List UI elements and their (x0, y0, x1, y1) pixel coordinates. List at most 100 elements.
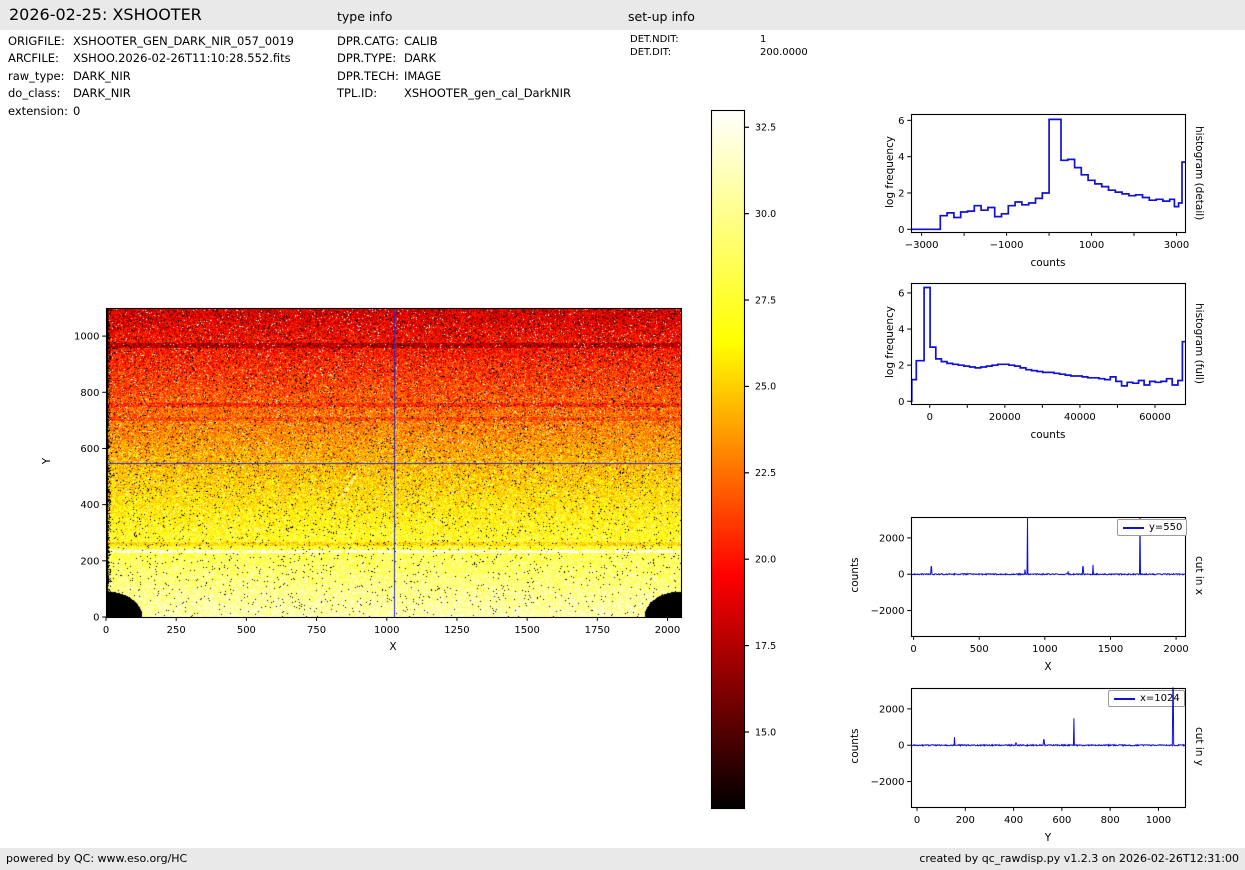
svg-text:2: 2 (898, 361, 904, 372)
svg-text:−2000: −2000 (871, 777, 905, 788)
type-info-row: DPR.TECH: IMAGE (337, 68, 571, 85)
main-yaxis-label: Y (41, 457, 54, 465)
cut-in-x-plot: 0 500 1000 1500 2000 2000 0 −2000 (871, 516, 1189, 655)
setup-info-header: set-up info (628, 9, 695, 24)
meta-value: 200.0000 (760, 47, 808, 58)
cut-in-y-xaxis-label: Y (1044, 832, 1052, 844)
svg-text:0: 0 (927, 412, 933, 423)
svg-text:−3000: −3000 (905, 240, 939, 251)
svg-text:−2000: −2000 (871, 606, 905, 617)
type-info-row: TPL.ID: XSHOOTER_gen_cal_DarkNIR (337, 85, 571, 102)
meta-label: extension: (8, 103, 68, 118)
meta-label: DPR.TECH: (337, 68, 399, 83)
file-info-row: raw_type: DARK_NIR (8, 68, 294, 85)
cut-in-x-right-label: cut in x (1193, 556, 1205, 596)
cut-in-y-right-label: cut in y (1193, 727, 1205, 767)
histogram-full-plot: 0 20000 40000 60000 0 2 4 6 (898, 282, 1187, 423)
svg-text:0: 0 (93, 613, 99, 624)
svg-text:500: 500 (970, 644, 989, 655)
svg-text:27.5: 27.5 (755, 295, 776, 306)
meta-label: ORIGFILE: (8, 34, 65, 48)
hist-detail-xaxis-label: counts (1030, 257, 1066, 269)
svg-text:400: 400 (1004, 815, 1023, 826)
meta-label: DET.NDIT: (630, 34, 679, 45)
footer-bar: powered by QC: www.eso.org/HC created by… (0, 848, 1245, 870)
meta-label: DPR.CATG: (337, 34, 399, 48)
header-bar (0, 0, 1245, 30)
file-info-row: extension: 0 (8, 103, 294, 120)
meta-value: 0 (73, 103, 81, 118)
type-info-block: DPR.CATG: CALIB DPR.TYPE: DARK DPR.TECH: IM… (337, 33, 571, 103)
hist-detail-yaxis-label: log frequency (884, 136, 896, 209)
meta-label: TPL.ID: (337, 86, 378, 101)
svg-text:1000: 1000 (1146, 815, 1171, 826)
meta-label: do_class: (8, 86, 61, 101)
meta-value: XSHOOTER_gen_cal_DarkNIR (404, 86, 571, 101)
svg-text:500: 500 (237, 625, 256, 636)
meta-label: DET.DIT: (630, 47, 672, 58)
svg-text:15.0: 15.0 (755, 727, 776, 738)
main-xaxis-label: X (389, 641, 397, 653)
svg-text:−1000: −1000 (990, 240, 1024, 251)
footer-powered-by: powered by QC: www.eso.org/HC (6, 852, 188, 865)
legend-line-sample-icon (1123, 526, 1144, 529)
svg-text:200: 200 (956, 815, 975, 826)
meta-value: XSHOOTER_GEN_DARK_NIR_057_0019 (73, 34, 294, 48)
file-info-row: ORIGFILE: XSHOOTER_GEN_DARK_NIR_057_0019 (8, 33, 294, 50)
cut-in-x-xaxis-label: X (1044, 661, 1052, 673)
svg-text:40000: 40000 (1064, 412, 1096, 423)
svg-text:6: 6 (898, 116, 904, 127)
svg-text:1000: 1000 (1032, 644, 1057, 655)
histogram-detail-plot: −3000 −1000 1000 3000 0 2 4 6 (898, 113, 1189, 251)
svg-text:4: 4 (898, 152, 904, 163)
file-info-row: do_class: DARK_NIR (8, 85, 294, 102)
svg-text:750: 750 (307, 625, 326, 636)
svg-text:1500: 1500 (514, 625, 539, 636)
svg-text:200: 200 (80, 556, 99, 567)
svg-text:3000: 3000 (1164, 240, 1189, 251)
svg-text:2: 2 (898, 188, 904, 199)
meta-value: CALIB (404, 34, 438, 48)
svg-text:0: 0 (898, 741, 904, 752)
meta-value: 1 (760, 34, 767, 45)
hist-detail-right-label: histogram (detail) (1193, 125, 1205, 221)
svg-text:0: 0 (898, 397, 904, 408)
meta-value: DARK_NIR (73, 68, 131, 83)
cut-in-y-yaxis-label: counts (849, 728, 861, 764)
colorbar-gradient (711, 110, 744, 808)
svg-text:800: 800 (1101, 815, 1120, 826)
hist-full-xaxis-label: counts (1030, 429, 1066, 441)
meta-value: IMAGE (404, 68, 442, 83)
svg-text:25.0: 25.0 (755, 382, 776, 393)
page-title: 2026-02-25: XSHOOTER (9, 5, 202, 24)
svg-text:1000: 1000 (74, 332, 99, 343)
setup-info-row: DET.NDIT: 1 (630, 33, 808, 46)
meta-value: XSHOO.2026-02-26T11:10:28.552.fits (73, 51, 291, 66)
hist-full-right-label: histogram (full) (1193, 302, 1205, 384)
type-info-header: type info (337, 9, 393, 24)
svg-text:17.5: 17.5 (755, 641, 776, 652)
svg-text:6: 6 (898, 288, 904, 299)
svg-text:600: 600 (1052, 815, 1071, 826)
svg-text:1000: 1000 (1079, 240, 1104, 251)
cut-in-y-legend: x=1024 (1108, 690, 1185, 707)
svg-text:800: 800 (80, 388, 99, 399)
svg-text:0: 0 (898, 225, 904, 236)
meta-label: ARCFILE: (8, 51, 59, 66)
svg-text:250: 250 (167, 625, 186, 636)
cut-in-y-plot: 0 200 400 600 800 1000 2000 0 −2000 (871, 687, 1187, 826)
hist-full-yaxis-label: log frequency (884, 306, 896, 379)
svg-text:20.0: 20.0 (755, 555, 776, 566)
svg-text:0: 0 (914, 815, 920, 826)
svg-text:30.0: 30.0 (755, 209, 776, 220)
svg-text:1000: 1000 (374, 625, 399, 636)
svg-text:22.5: 22.5 (755, 468, 776, 479)
svg-text:2000: 2000 (879, 533, 904, 544)
svg-text:32.5: 32.5 (755, 123, 776, 134)
cut-in-y-legend-label: x=1024 (1140, 693, 1180, 704)
svg-text:60000: 60000 (1139, 412, 1171, 423)
svg-text:1250: 1250 (444, 625, 469, 636)
setup-info-row: DET.DIT: 200.0000 (630, 46, 808, 59)
svg-text:600: 600 (80, 444, 99, 455)
